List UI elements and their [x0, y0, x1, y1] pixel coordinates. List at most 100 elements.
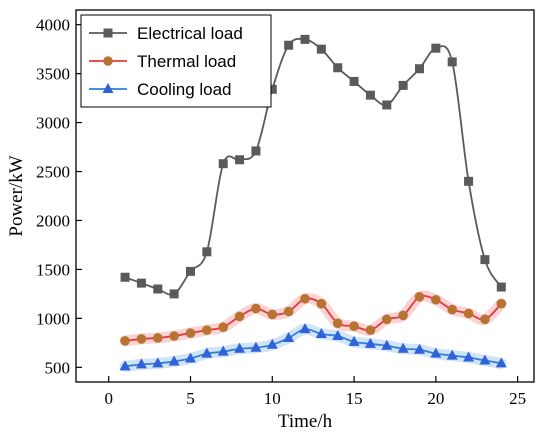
- data-point: [135, 358, 147, 369]
- legend-item: Thermal load: [89, 52, 236, 71]
- x-tick-label: 20: [427, 389, 444, 408]
- legend-item: Electrical load: [89, 24, 243, 43]
- data-point: [381, 314, 392, 325]
- axis-ticks: [76, 24, 519, 382]
- series-cooling-load: [119, 323, 507, 372]
- data-point: [333, 63, 343, 73]
- data-point: [186, 266, 195, 276]
- data-point: [201, 347, 213, 358]
- data-point: [398, 80, 408, 90]
- data-point: [120, 272, 130, 282]
- data-point: [152, 357, 164, 368]
- x-axis-title: Time/h: [278, 411, 333, 432]
- y-tick-label: 3000: [36, 114, 70, 133]
- legend-marker: [103, 28, 113, 38]
- data-point: [480, 255, 490, 265]
- data-point: [397, 342, 409, 353]
- data-point: [120, 336, 130, 346]
- y-axis-title: Power/kW: [6, 155, 27, 236]
- data-point: [365, 90, 375, 100]
- data-point: [185, 352, 196, 363]
- tick-labels: 0 5 10 15 20 25 500 1000 1500 2000 2500 3000 3500 400…: [36, 16, 526, 408]
- data-point: [464, 176, 474, 186]
- data-point: [169, 331, 179, 341]
- x-tick-label: 25: [509, 389, 526, 408]
- data-point: [415, 64, 424, 74]
- data-point: [299, 323, 311, 334]
- y-tick-label: 2500: [36, 163, 70, 182]
- data-point: [463, 351, 475, 362]
- data-point: [284, 40, 294, 50]
- data-point: [398, 310, 408, 321]
- y-tick-label: 500: [45, 358, 71, 377]
- series-electrical-load: [120, 34, 506, 299]
- data-point: [365, 325, 376, 335]
- data-point: [250, 341, 262, 352]
- data-point: [447, 57, 457, 67]
- data-point: [266, 338, 278, 349]
- data-point: [382, 100, 392, 110]
- data-point: [430, 347, 442, 358]
- data-point: [316, 44, 326, 54]
- data-point: [315, 328, 327, 339]
- x-tick-label: 15: [346, 389, 363, 408]
- x-tick-label: 5: [186, 389, 195, 408]
- data-point: [332, 318, 343, 329]
- data-point: [136, 334, 147, 344]
- legend-label: Electrical load: [137, 24, 243, 43]
- data-point: [332, 329, 344, 340]
- data-point: [381, 339, 393, 350]
- y-tick-label: 1000: [36, 309, 70, 328]
- data-point: [496, 298, 507, 309]
- data-point: [414, 292, 425, 302]
- data-point: [283, 306, 294, 317]
- data-point: [234, 342, 246, 353]
- data-point: [479, 354, 491, 365]
- data-point: [300, 34, 310, 44]
- data-point: [267, 84, 277, 94]
- data-point: [234, 311, 245, 322]
- data-point: [202, 247, 212, 257]
- data-point: [169, 289, 179, 299]
- y-tick-label: 1500: [36, 260, 70, 279]
- y-tick-label: 4000: [36, 16, 70, 35]
- data-point: [218, 322, 229, 332]
- data-point: [496, 282, 506, 292]
- data-point: [217, 345, 229, 356]
- data-point: [447, 304, 458, 315]
- legend-label: Cooling load: [137, 80, 232, 99]
- data-point: [119, 360, 131, 371]
- legend: Electrical load Thermal load Cooling load: [80, 14, 272, 108]
- legend-item: Cooling load: [89, 80, 232, 99]
- legend-label: Thermal load: [137, 52, 236, 71]
- data-point: [235, 155, 245, 165]
- data-point: [300, 293, 310, 304]
- data-point: [495, 357, 507, 368]
- data-point: [446, 349, 458, 360]
- data-point: [283, 331, 295, 342]
- data-point: [349, 76, 359, 86]
- data-point: [153, 284, 163, 294]
- data-point: [152, 333, 163, 343]
- series-thermal-load: [119, 290, 507, 347]
- y-tick-label: 3500: [36, 65, 70, 84]
- data-point: [364, 337, 376, 348]
- x-tick-label: 10: [264, 389, 281, 408]
- data-point: [251, 146, 261, 156]
- data-point: [316, 298, 327, 309]
- data-point: [431, 43, 441, 53]
- data-point: [185, 328, 196, 338]
- data-point: [349, 321, 359, 332]
- data-point: [168, 355, 180, 366]
- data-point: [202, 325, 212, 335]
- data-point: [136, 278, 146, 288]
- data-point: [463, 308, 474, 319]
- x-tick-label: 0: [104, 389, 113, 408]
- legend-marker: [102, 83, 114, 93]
- data-point: [251, 303, 261, 314]
- data-point: [267, 309, 278, 320]
- y-tick-label: 2000: [36, 211, 70, 230]
- data-point: [414, 343, 425, 354]
- data-point: [218, 159, 228, 169]
